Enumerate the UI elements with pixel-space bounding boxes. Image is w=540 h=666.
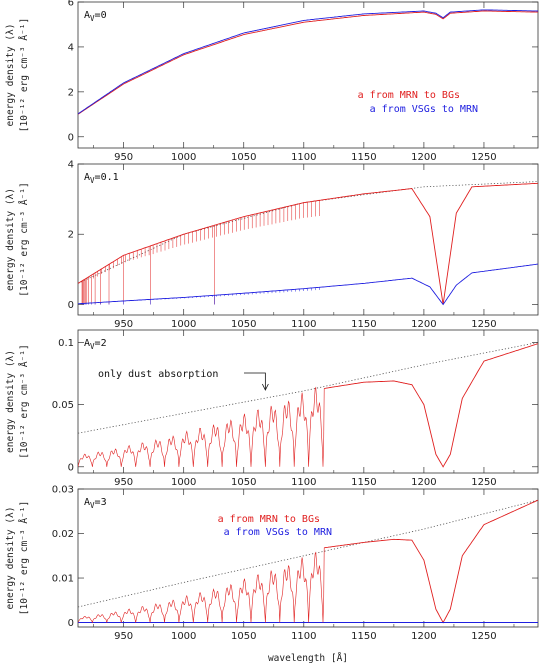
arrow-label: only dust absorption	[98, 369, 218, 380]
y-tick-label: 0.01	[52, 574, 74, 585]
x-tick-label: 950	[114, 319, 133, 330]
plot-area	[78, 9, 538, 115]
y-axis-label: energy density (λ)	[5, 507, 16, 610]
x-tick-label: 1150	[351, 152, 376, 163]
panel-annotation: AV=2	[84, 338, 107, 351]
y-tick-label: 2	[68, 230, 74, 241]
x-tick-label: 950	[114, 477, 133, 488]
panel-annotation: AV=0.1	[84, 172, 119, 185]
x-tick-label: 1100	[291, 319, 316, 330]
x-tick-label: 1200	[411, 477, 436, 488]
x-tick-label: 950	[114, 631, 133, 642]
x-tick-label: 1000	[171, 631, 196, 642]
arrow-line	[244, 372, 266, 389]
x-tick-label: 1050	[231, 631, 256, 642]
x-tick-label: 1000	[171, 152, 196, 163]
x-tick-label: 1250	[471, 152, 496, 163]
y-tick-label: 0	[68, 300, 74, 311]
plot-frame	[77, 163, 539, 316]
y-tick-label: 0.03	[52, 485, 74, 496]
y-axis-label: energy density (λ)	[5, 188, 16, 291]
plot-frame	[77, 329, 539, 474]
y-axis-label: energy density (λ)	[5, 24, 16, 127]
legend-mrn-to-bgs: a from MRN to BGs	[218, 514, 320, 525]
x-tick-label: 1050	[231, 152, 256, 163]
x-tick-label: 1250	[471, 631, 496, 642]
x-tick-label: 1250	[471, 319, 496, 330]
y-tick-label: 0	[68, 462, 74, 473]
panel-bottom: 950 1000 1050 1100 1150 1200 1250 0 0.01 0.02 0.03…	[5, 485, 539, 664]
panel-annotation: AV=0	[84, 10, 107, 23]
plot-area	[78, 181, 538, 306]
series-mrn-to-bgs	[78, 10, 538, 115]
panel-annotation: AV=3	[84, 497, 107, 510]
x-tick-label: 1150	[351, 319, 376, 330]
x-tick-label: 1100	[291, 152, 316, 163]
series-dust-only	[78, 342, 538, 434]
series-mrn-to-bgs-forest	[78, 547, 325, 624]
x-tick-label: 1200	[411, 631, 436, 642]
y-tick-label: 2	[68, 87, 74, 98]
x-tick-label: 1150	[351, 631, 376, 642]
y-axis-units: [10⁻¹² erg cm⁻³ Å⁻¹]	[18, 182, 30, 296]
x-tick-label: 1000	[171, 319, 196, 330]
panel-top: 950 1000 1050 1100 1150 1200 1250 0 2 4 6 energy de…	[5, 0, 539, 163]
plot-area	[78, 499, 538, 624]
x-tick-label: 1150	[351, 477, 376, 488]
x-tick-label: 950	[114, 152, 133, 163]
arrow-head	[262, 383, 269, 391]
y-tick-label: 4	[68, 160, 74, 171]
plot-frame	[77, 1, 539, 149]
series-mrn-to-bgs	[324, 499, 538, 624]
y-tick-label: 0	[68, 132, 74, 143]
series-vsgs-to-mrn	[78, 9, 538, 115]
x-tick-label: 1050	[231, 477, 256, 488]
panel-third: 950 1000 1050 1100 1150 1200 1250 0 0.05 0.1 energ…	[5, 329, 539, 488]
legend-mrn-to-bgs: a from MRN to BGs	[358, 90, 460, 101]
series-mrn-to-bgs	[324, 343, 538, 468]
y-axis-units: [10⁻¹² erg cm⁻³ Å⁻¹]	[18, 344, 30, 458]
x-tick-label: 1050	[231, 319, 256, 330]
series-vsgs-to-mrn-absorption-lines	[81, 287, 320, 305]
series-mrn-to-bgs-forest	[78, 386, 325, 467]
x-tick-label: 1200	[411, 152, 436, 163]
series-mrn-to-bgs	[78, 182, 538, 305]
y-tick-label: 4	[68, 42, 74, 53]
plot-frame	[77, 488, 539, 628]
series-dust-only	[78, 499, 538, 608]
y-axis-units: [10⁻¹² erg cm⁻³ Å⁻¹]	[18, 501, 30, 615]
x-tick-label: 1100	[291, 631, 316, 642]
y-tick-label: 0.02	[52, 529, 74, 540]
y-tick-label: 0.05	[52, 400, 74, 411]
x-tick-label: 1200	[411, 319, 436, 330]
y-tick-label: 0.1	[58, 338, 74, 349]
x-tick-label: 1100	[291, 477, 316, 488]
y-tick-label: 6	[68, 0, 74, 9]
y-axis-label: energy density (λ)	[5, 350, 16, 453]
series-mrn-to-bgs-absorption-lines	[81, 200, 320, 305]
panel-second: 950 1000 1050 1100 1150 1200 1250 0 2 4 energy den…	[5, 160, 539, 330]
series-vsgs-to-mrn	[78, 263, 538, 306]
legend-vsgs-to-mrn: a from VSGs to MRN	[370, 104, 478, 115]
series-dust-only	[78, 181, 538, 284]
y-tick-label: 0	[68, 618, 74, 629]
x-tick-label: 1000	[171, 477, 196, 488]
y-axis-units: [10⁻¹² erg cm⁻³ Å⁻¹]	[18, 18, 30, 132]
x-tick-label: 1250	[471, 477, 496, 488]
legend: a from MRN to BGs a from VSGs to MRN	[218, 514, 332, 538]
plot-area	[78, 342, 538, 468]
legend-vsgs-to-mrn: a from VSGs to MRN	[224, 527, 332, 538]
x-axis-label: wavelength [Å]	[268, 652, 348, 664]
legend: a from MRN to BGs a from VSGs to MRN	[358, 90, 478, 115]
